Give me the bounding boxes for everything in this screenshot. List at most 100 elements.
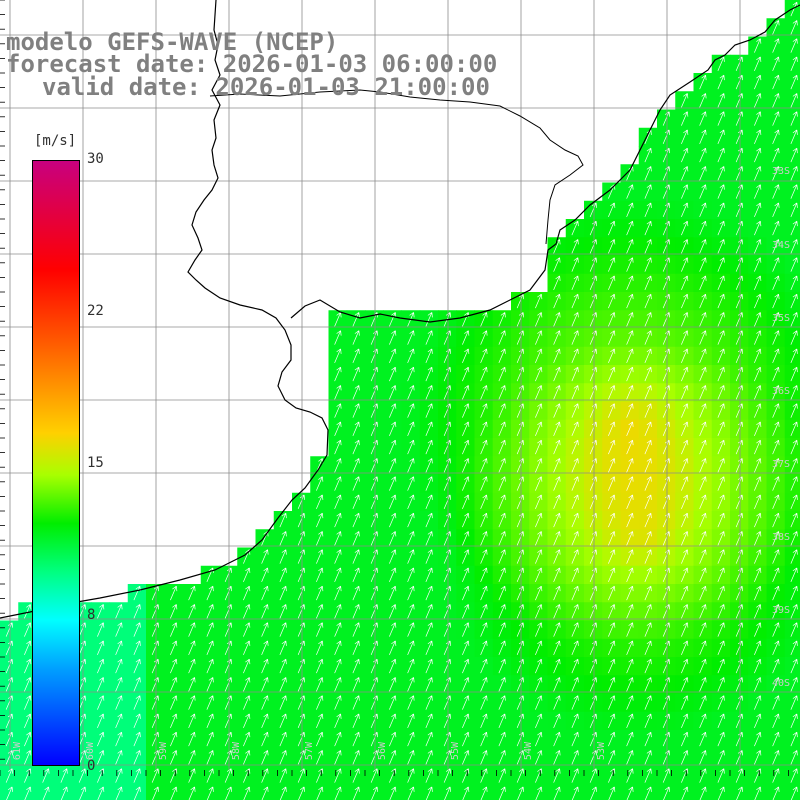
wind-arrow [772, 512, 780, 528]
wind-arrow [790, 531, 798, 546]
wind-arrow [316, 585, 324, 601]
wind-arrow [535, 585, 543, 601]
wind-arrow [608, 421, 616, 437]
wind-arrow [334, 458, 342, 473]
wind-arrow [772, 257, 780, 272]
wind-arrow [133, 731, 141, 747]
wind-arrow [772, 677, 780, 692]
wind-arrow [772, 750, 780, 765]
wind-arrow [626, 786, 634, 800]
wind-arrow [261, 585, 269, 601]
wind-arrow [608, 330, 616, 345]
wind-arrow [790, 348, 798, 364]
wind-arrow [352, 476, 360, 491]
wind-arrow [699, 93, 707, 108]
wind-arrow [188, 604, 196, 619]
wind-cell [784, 255, 800, 275]
wind-arrow [754, 677, 762, 692]
wind-arrow [717, 275, 725, 291]
wind-arrow [407, 658, 415, 674]
wind-arrow [644, 786, 652, 800]
wind-arrow [681, 567, 689, 583]
wind-arrow [553, 677, 561, 692]
wind-arrow [352, 585, 360, 601]
wind-cell [784, 54, 800, 74]
wind-arrow [772, 768, 780, 783]
wind-arrow [316, 658, 324, 674]
wind-arrow [717, 713, 725, 729]
wind-arrow [279, 531, 287, 546]
wind-arrow [298, 786, 305, 800]
wind-cell [54, 784, 74, 800]
wind-arrow [772, 166, 780, 181]
wind-arrow [790, 713, 798, 729]
wind-arrow [717, 385, 725, 400]
wind-arrow [699, 713, 707, 729]
wind-arrow [717, 129, 725, 145]
wind-arrow [206, 640, 214, 656]
wind-arrow [589, 768, 597, 783]
wind-arrow [571, 348, 579, 364]
wind-arrow [480, 677, 488, 692]
wind-cell [383, 784, 402, 800]
wind-arrow [608, 567, 616, 583]
wind-arrow [115, 604, 123, 619]
wind-arrow [772, 93, 780, 108]
wind-arrow [699, 658, 707, 674]
wind-cell [365, 784, 384, 800]
wind-arrow [352, 677, 360, 692]
wind-arrow [608, 385, 616, 400]
wind-arrow [681, 531, 689, 546]
wind-arrow [754, 421, 762, 437]
wind-arrow [279, 768, 287, 783]
wind-cell [784, 565, 800, 585]
wind-arrow [498, 585, 506, 601]
wind-arrow [170, 713, 178, 729]
wind-cell [784, 711, 800, 731]
wind-arrow [334, 549, 342, 564]
wind-arrow [170, 604, 178, 619]
wind-arrow [498, 567, 506, 583]
wind-arrow [790, 56, 798, 72]
lon-label: 57W [304, 742, 315, 761]
wind-arrow [389, 567, 397, 583]
wind-arrow [316, 677, 324, 692]
wind-arrow [170, 786, 178, 800]
wind-arrow [115, 640, 123, 656]
wind-arrow [389, 476, 397, 491]
wind-arrow [480, 330, 488, 345]
wind-arrow [608, 622, 616, 637]
wind-arrow [717, 166, 725, 181]
wind-arrow [644, 239, 652, 254]
lat-label: 37S [772, 459, 791, 470]
wind-arrow [535, 731, 543, 747]
wind-arrow [352, 330, 360, 345]
lon-label: 61W [12, 742, 23, 761]
wind-arrow [115, 786, 123, 800]
wind-arrow [352, 622, 360, 637]
wind-arrow [133, 640, 141, 656]
wind-arrow [644, 403, 652, 418]
wind-arrow [462, 622, 470, 637]
wind-arrow [407, 695, 415, 710]
wind-arrow [352, 439, 360, 455]
wind-arrow [535, 494, 543, 510]
wind-arrow [717, 494, 725, 510]
wind-arrow [352, 494, 360, 510]
wind-arrow [425, 476, 433, 491]
wind-arrow [24, 604, 32, 619]
wind-arrow [626, 330, 634, 345]
wind-arrow [352, 567, 360, 583]
wind-arrow [535, 458, 543, 473]
wind-arrow [553, 476, 561, 491]
wind-arrow [535, 658, 543, 674]
wind-arrow [206, 750, 214, 765]
wind-arrow [571, 458, 579, 473]
wind-cell [784, 419, 800, 439]
wind-arrow [772, 220, 780, 236]
coastline-2 [290, 4, 800, 323]
wind-arrow [480, 695, 488, 710]
wind-arrow [243, 750, 251, 765]
wind-arrow [571, 549, 579, 564]
